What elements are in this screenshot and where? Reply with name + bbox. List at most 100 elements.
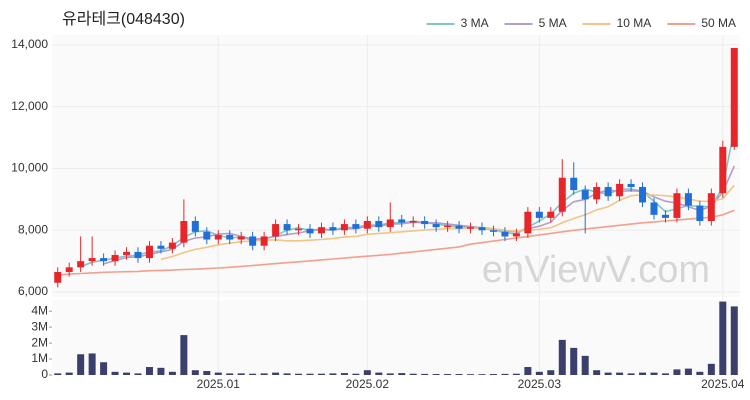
candle-body [432,224,440,228]
candle-body [203,231,211,240]
candle-body [650,202,658,215]
candle-body [581,190,589,200]
volume-bar [375,372,383,375]
volume-bar [478,374,486,375]
volume-bar [409,373,417,375]
candle-body [363,220,371,229]
candle-body [317,227,325,234]
candle-body [145,245,153,259]
candle-body [168,242,176,249]
volume-bar [421,373,429,375]
volume-bar [226,373,234,375]
candle-body [88,258,96,262]
ma-line [57,209,735,276]
candle-body [249,236,257,246]
volume-bar [180,335,188,375]
volume-bar [730,306,738,375]
candle-body [730,47,738,147]
y-tick-label: 6,000 [18,284,48,298]
volume-tick-label: 3M [31,319,48,333]
volume-tick-label: 4M [31,303,48,317]
candle-body [295,228,303,231]
candle-body [512,233,520,237]
volume-bar [340,373,348,375]
candle-body [123,251,131,255]
legend-label: 5 MA [539,16,567,30]
volume-bar [65,372,73,375]
y-tick-label: 14,000 [11,37,48,51]
volume-bar [661,373,669,375]
volume-panel [52,300,740,375]
candle-body [237,236,245,240]
volume-bar [100,362,108,375]
candle-body [180,220,188,243]
volume-bar [329,373,337,375]
x-tick-label: 2025.02 [346,377,390,391]
volume-bar [214,372,222,375]
candle-body [157,245,165,249]
candle-body [627,183,635,188]
volume-bar [524,367,532,375]
volume-bar [501,373,509,375]
x-tick-label: 2025.01 [197,377,241,391]
candle-body [421,220,429,225]
candle-body [673,193,681,218]
candle-body [134,251,142,259]
x-tick-label: 2025.03 [518,377,562,391]
candle-body [398,219,406,223]
volume-bar [444,374,452,375]
y-tick-label: 12,000 [11,99,48,113]
volume-bar [616,372,624,375]
candle-body [386,219,394,228]
candle-body [501,231,509,237]
volume-bar [283,373,291,375]
candle-body [684,193,692,206]
candle-body [593,187,601,200]
volume-bar [547,370,555,375]
candle-body [547,211,555,218]
candle-body [329,227,337,231]
volume-bar [432,374,440,375]
candle-body [467,227,475,229]
candle-body [283,224,291,231]
volume-bar [558,339,566,375]
candle-body [707,193,715,221]
volume-bar [352,373,360,375]
volume-bar [627,373,635,375]
volume-bar [295,373,303,375]
volume-bar [54,373,62,375]
volume-bar [145,367,153,375]
candle-body [604,187,612,197]
x-tick-label: 2025.04 [701,377,745,391]
candle-body [616,183,624,197]
volume-tick-label: 2M [31,335,48,349]
candle-body [455,225,463,229]
candle-body [719,146,727,194]
candle-body [375,220,383,228]
volume-bar [684,368,692,375]
volume-bar [719,301,727,375]
watermark: enViewV.com [482,249,710,291]
volume-bar [489,374,497,375]
volume-bar [696,371,704,375]
candle-body [639,187,647,203]
candle-body [661,214,669,218]
volume-tick-label: 0 [41,367,48,381]
volume-tick-label: 1M [31,351,48,365]
volume-bar [455,374,463,375]
volume-bar [272,372,280,375]
volume-bar [237,373,245,375]
volume-bar [203,371,211,375]
candle-body [306,228,314,234]
candle-body [340,224,348,231]
candle-body [65,267,73,272]
legend-label: 3 MA [461,16,489,30]
volume-bar [77,354,85,375]
volume-bar [581,355,589,375]
candle-body [478,227,486,231]
y-tick-label: 8,000 [18,222,48,236]
volume-bar [363,370,371,375]
candle-body [100,258,108,262]
candle-body [558,177,566,212]
